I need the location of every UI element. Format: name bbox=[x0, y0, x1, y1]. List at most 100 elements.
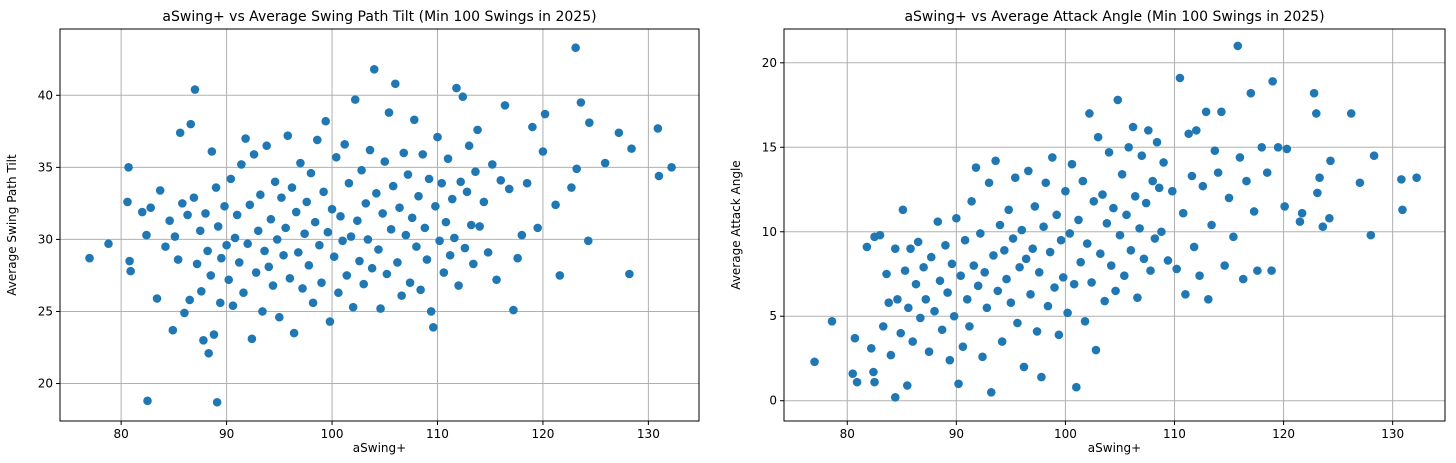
data-point bbox=[522, 178, 532, 188]
data-point bbox=[201, 209, 210, 218]
data-point bbox=[852, 377, 862, 387]
data-point bbox=[911, 279, 921, 289]
data-point bbox=[443, 154, 453, 164]
data-point bbox=[1282, 144, 1292, 154]
data-point bbox=[228, 301, 238, 311]
data-point bbox=[1246, 88, 1256, 98]
data-point bbox=[125, 256, 134, 266]
data-point bbox=[513, 253, 522, 263]
data-point bbox=[1238, 274, 1248, 284]
data-point bbox=[469, 259, 478, 269]
data-point bbox=[1080, 317, 1090, 326]
data-point bbox=[445, 250, 455, 260]
data-point bbox=[1262, 168, 1272, 177]
data-point bbox=[192, 259, 202, 269]
data-point bbox=[945, 355, 955, 365]
data-point bbox=[1224, 193, 1234, 203]
data-point bbox=[287, 183, 297, 192]
data-point bbox=[253, 226, 263, 236]
data-point bbox=[1297, 208, 1307, 218]
data-point bbox=[869, 367, 878, 377]
data-point bbox=[195, 226, 205, 236]
data-point bbox=[1233, 41, 1243, 51]
data-point bbox=[407, 213, 417, 223]
data-point bbox=[1318, 222, 1328, 231]
data-point bbox=[1102, 219, 1112, 228]
data-point bbox=[1093, 132, 1103, 142]
data-point bbox=[441, 217, 451, 227]
data-point bbox=[475, 222, 484, 231]
data-point bbox=[1217, 107, 1226, 117]
data-point bbox=[1309, 88, 1319, 98]
data-point bbox=[555, 271, 565, 280]
y-tick-label: 40 bbox=[38, 88, 53, 102]
data-point bbox=[913, 237, 923, 247]
data-point bbox=[1028, 244, 1037, 253]
data-point bbox=[1113, 95, 1123, 105]
grid-lines bbox=[784, 29, 1445, 421]
y-tick-label: 5 bbox=[769, 309, 777, 323]
data-point bbox=[277, 193, 286, 202]
data-point bbox=[993, 286, 1003, 296]
x-tick-label: 80 bbox=[840, 427, 855, 441]
data-point bbox=[454, 281, 463, 290]
data-point bbox=[1010, 173, 1020, 182]
data-point bbox=[279, 250, 288, 260]
data-point bbox=[203, 246, 212, 256]
data-point bbox=[1052, 210, 1061, 220]
data-point bbox=[312, 135, 322, 145]
data-point bbox=[958, 342, 968, 351]
data-point bbox=[146, 203, 155, 213]
data-point bbox=[600, 158, 610, 168]
data-point bbox=[1063, 308, 1072, 318]
data-point bbox=[196, 286, 206, 296]
data-point bbox=[384, 108, 394, 117]
data-point bbox=[239, 288, 248, 298]
data-point bbox=[458, 92, 468, 102]
data-point bbox=[281, 223, 290, 233]
data-point bbox=[170, 232, 180, 241]
data-point bbox=[342, 271, 352, 280]
data-point bbox=[258, 307, 267, 316]
data-point bbox=[1369, 151, 1379, 161]
data-point bbox=[262, 141, 271, 151]
data-point bbox=[426, 307, 436, 316]
data-point bbox=[850, 333, 860, 343]
data-point bbox=[1013, 318, 1022, 328]
data-point bbox=[319, 187, 328, 197]
data-point bbox=[941, 240, 950, 250]
data-point bbox=[161, 242, 170, 251]
data-point bbox=[930, 306, 939, 316]
data-point bbox=[217, 253, 226, 263]
data-point bbox=[862, 242, 872, 252]
data-point bbox=[904, 303, 913, 313]
data-point bbox=[300, 229, 309, 238]
data-point bbox=[1008, 234, 1018, 243]
data-point bbox=[220, 201, 229, 211]
data-point bbox=[142, 230, 151, 240]
data-point bbox=[378, 209, 387, 218]
data-point bbox=[450, 233, 459, 243]
data-point bbox=[1326, 156, 1335, 166]
data-point bbox=[388, 181, 398, 191]
data-point bbox=[1355, 178, 1365, 188]
grid-lines bbox=[60, 29, 699, 421]
data-point bbox=[1325, 213, 1334, 223]
data-point bbox=[355, 256, 364, 266]
data-point bbox=[289, 328, 299, 338]
data-point bbox=[1098, 190, 1107, 199]
data-point bbox=[1181, 289, 1190, 299]
data-point bbox=[571, 43, 580, 53]
data-point bbox=[268, 281, 278, 290]
data-point bbox=[866, 344, 876, 353]
data-point bbox=[1157, 227, 1166, 237]
data-point bbox=[965, 322, 974, 331]
data-point bbox=[123, 197, 132, 207]
data-point bbox=[348, 302, 358, 312]
chart-title: aSwing+ vs Average Swing Path Tilt (Min … bbox=[162, 9, 596, 25]
data-point bbox=[298, 284, 307, 293]
data-point bbox=[234, 258, 244, 267]
data-point bbox=[247, 334, 257, 344]
data-point bbox=[976, 229, 985, 238]
plot-frame bbox=[783, 28, 1446, 422]
